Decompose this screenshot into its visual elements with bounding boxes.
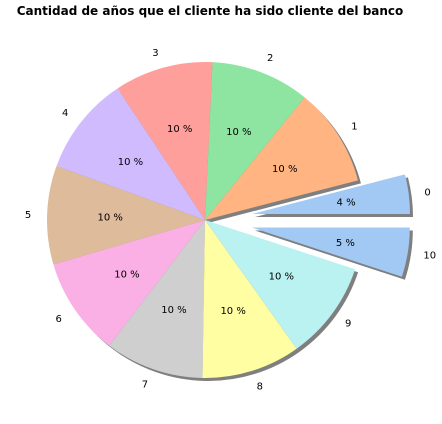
slice-pct-0: 4 % [337, 197, 356, 208]
slice-pct-10: 5 % [336, 238, 355, 249]
slice-pct-8: 10 % [220, 306, 245, 317]
pie-slice-10 [251, 227, 410, 277]
pie-slice-2 [205, 62, 305, 221]
pie-slice-3 [117, 62, 213, 220]
pie-slice-8 [202, 220, 297, 378]
pie-slice-0 [252, 174, 411, 214]
slice-label-5: 5 [25, 210, 31, 221]
slice-label-10: 10 [423, 250, 436, 261]
slice-pct-7: 10 % [161, 305, 186, 316]
slice-label-1: 1 [351, 122, 357, 133]
slice-pct-3: 10 % [167, 124, 192, 135]
slice-pct-9: 10 % [269, 272, 294, 283]
slice-label-3: 3 [152, 48, 158, 59]
pie-slice-9 [205, 220, 356, 349]
pie-slice-1 [205, 97, 358, 220]
pie-slice-4 [56, 88, 205, 220]
pie-slice-7 [109, 220, 205, 378]
slice-label-9: 9 [345, 319, 351, 330]
chart-title: Cantidad de años que el cliente ha sido … [16, 4, 404, 18]
pie-slice-5 [47, 165, 206, 265]
slice-label-7: 7 [142, 380, 148, 391]
slice-pct-6: 10 % [114, 269, 139, 280]
slice-label-8: 8 [257, 381, 263, 392]
slice-label-2: 2 [267, 53, 273, 64]
slice-pct-5: 10 % [98, 212, 123, 223]
pie-slice-6 [53, 220, 205, 346]
slice-label-4: 4 [62, 108, 68, 119]
slice-pct-2: 10 % [226, 127, 251, 138]
slice-label-6: 6 [55, 314, 61, 325]
slice-pct-4: 10 % [118, 157, 143, 168]
slice-pct-1: 10 % [272, 164, 297, 175]
slice-label-0: 0 [424, 187, 430, 198]
